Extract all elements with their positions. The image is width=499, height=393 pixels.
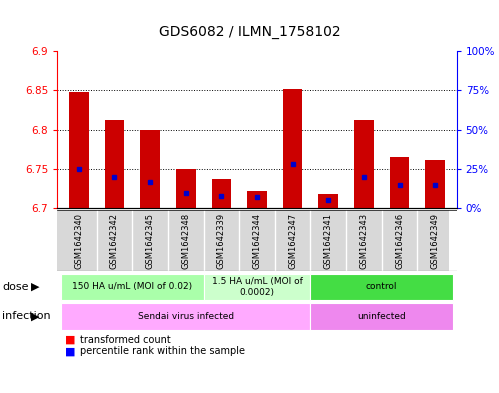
Text: GSM1642346: GSM1642346 — [395, 213, 404, 269]
Text: GSM1642340: GSM1642340 — [74, 213, 83, 269]
Text: GSM1642345: GSM1642345 — [146, 213, 155, 269]
FancyBboxPatch shape — [61, 303, 310, 330]
Bar — [140, 130, 160, 208]
Text: GSM1642349: GSM1642349 — [431, 213, 440, 269]
Text: ▶: ▶ — [31, 311, 40, 321]
Bar — [247, 191, 267, 208]
Text: dose: dose — [2, 282, 29, 292]
Text: ▶: ▶ — [31, 282, 40, 292]
Bar — [283, 89, 302, 208]
Text: Sendai virus infected: Sendai virus infected — [138, 312, 234, 321]
Bar — [425, 160, 445, 208]
Text: GSM1642339: GSM1642339 — [217, 213, 226, 269]
FancyBboxPatch shape — [61, 274, 204, 300]
Bar — [176, 169, 196, 208]
Bar — [318, 194, 338, 208]
Bar — [390, 157, 409, 208]
Text: transformed count: transformed count — [80, 335, 171, 345]
Bar — [69, 92, 89, 208]
Text: GSM1642347: GSM1642347 — [288, 213, 297, 269]
Text: GSM1642342: GSM1642342 — [110, 213, 119, 269]
FancyBboxPatch shape — [310, 274, 453, 300]
Text: 1.5 HA u/mL (MOI of
0.0002): 1.5 HA u/mL (MOI of 0.0002) — [212, 277, 302, 297]
Text: control: control — [366, 283, 398, 291]
Text: GSM1642343: GSM1642343 — [359, 213, 368, 269]
Text: GSM1642341: GSM1642341 — [324, 213, 333, 269]
Text: infection: infection — [2, 311, 51, 321]
Text: ■: ■ — [65, 346, 75, 356]
Text: GSM1642344: GSM1642344 — [252, 213, 261, 269]
FancyBboxPatch shape — [204, 274, 310, 300]
Text: uninfected: uninfected — [357, 312, 406, 321]
Text: GSM1642348: GSM1642348 — [181, 213, 190, 269]
Text: 150 HA u/mL (MOI of 0.02): 150 HA u/mL (MOI of 0.02) — [72, 283, 192, 291]
Bar — [105, 120, 124, 208]
FancyBboxPatch shape — [310, 303, 453, 330]
Text: percentile rank within the sample: percentile rank within the sample — [80, 346, 245, 356]
Text: GDS6082 / ILMN_1758102: GDS6082 / ILMN_1758102 — [159, 25, 340, 39]
Bar — [354, 120, 374, 208]
FancyBboxPatch shape — [57, 210, 450, 271]
Text: ■: ■ — [65, 335, 75, 345]
Bar — [212, 179, 231, 208]
